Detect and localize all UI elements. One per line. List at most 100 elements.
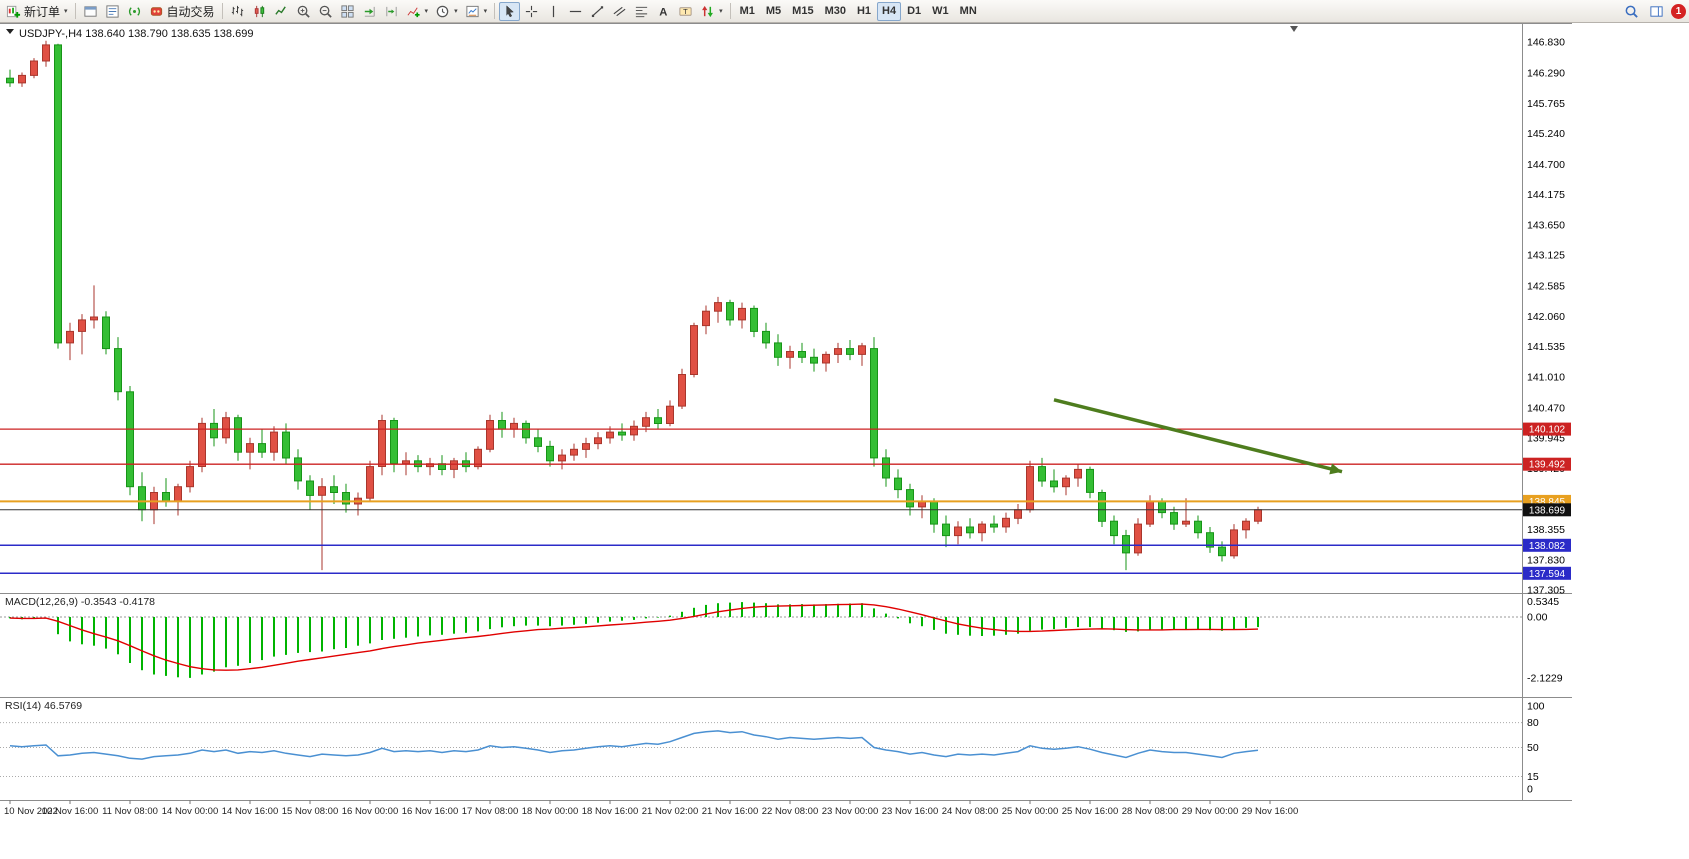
zoom-in-button[interactable] <box>293 2 314 21</box>
notification-badge[interactable]: 1 <box>1671 3 1686 19</box>
svg-text:145.240: 145.240 <box>1527 128 1565 140</box>
timeframe-m15[interactable]: M15 <box>787 2 818 21</box>
svg-text:23 Nov 16:00: 23 Nov 16:00 <box>882 806 939 817</box>
tile-windows-button[interactable] <box>337 2 358 21</box>
signals-button[interactable] <box>124 2 145 21</box>
svg-text:RSI(14) 46.5769: RSI(14) 46.5769 <box>5 700 82 712</box>
svg-text:0.00: 0.00 <box>1527 612 1548 624</box>
horizontal-line-icon <box>569 10 582 12</box>
zoom-out-button[interactable] <box>315 2 336 21</box>
auto-trading-icon <box>150 6 162 16</box>
candlestick-icon <box>254 5 264 17</box>
cursor-icon <box>506 4 514 17</box>
template-icon <box>465 5 479 17</box>
chart-shift-button[interactable] <box>381 2 402 21</box>
svg-text:24 Nov 08:00: 24 Nov 08:00 <box>942 806 999 817</box>
toolbar-separator <box>221 3 223 19</box>
periods-button[interactable]: ▾ <box>432 2 461 21</box>
candlestick-chart-button[interactable] <box>249 2 270 21</box>
bar-chart-button[interactable] <box>227 2 248 21</box>
svg-text:50: 50 <box>1527 742 1539 754</box>
svg-text:137.305: 137.305 <box>1527 584 1565 596</box>
current-price-line: 138.699 <box>0 503 1571 517</box>
bar-chart-icon <box>231 5 243 16</box>
new-order-button[interactable]: 新订单 ▾ <box>3 2 71 21</box>
svg-text:18 Nov 16:00: 18 Nov 16:00 <box>582 806 639 817</box>
new-order-label: 新订单 <box>24 4 61 19</box>
svg-text:17 Nov 08:00: 17 Nov 08:00 <box>462 806 519 817</box>
trend-arrow[interactable] <box>1053 398 1343 475</box>
svg-text:21 Nov 16:00: 21 Nov 16:00 <box>702 806 759 817</box>
timeframe-m5[interactable]: M5 <box>761 2 786 21</box>
channel-tool-button[interactable] <box>609 2 630 21</box>
templates-button[interactable]: ▾ <box>462 2 491 21</box>
chart-canvas[interactable]: 146.830 146.290 145.765 145.240 144.700 144.1… <box>0 23 1689 859</box>
svg-text:138.699: 138.699 <box>1529 505 1566 516</box>
indicators-button[interactable]: ▾ <box>403 2 432 21</box>
charts-window-button[interactable] <box>80 2 101 21</box>
timeframe-m1[interactable]: M1 <box>735 2 760 21</box>
fibonacci-tool-button[interactable] <box>631 2 652 21</box>
text-tool-button[interactable]: A <box>653 2 674 21</box>
chevron-down-icon: ▾ <box>454 8 458 15</box>
channel-icon <box>613 6 626 16</box>
toolbar-separator <box>494 3 496 19</box>
svg-text:T: T <box>683 7 688 16</box>
crosshair-icon <box>525 5 538 17</box>
vertical-line-tool-button[interactable] <box>543 2 564 21</box>
timeframe-mn[interactable]: MN <box>955 2 982 21</box>
market-watch-icon <box>105 4 119 18</box>
chart-shift-icon <box>385 6 397 16</box>
svg-text:143.125: 143.125 <box>1527 250 1565 262</box>
search-button[interactable] <box>1621 2 1642 21</box>
chevron-down-icon: ▾ <box>424 8 429 15</box>
timeframe-m30[interactable]: M30 <box>820 2 851 21</box>
community-button[interactable] <box>1646 2 1667 21</box>
toolbar-separator <box>74 3 76 19</box>
svg-text:141.535: 141.535 <box>1527 341 1565 353</box>
label-icon: T <box>679 7 692 16</box>
text-icon: A <box>659 6 667 18</box>
arrows-icon <box>702 5 714 17</box>
svg-text:25 Nov 16:00: 25 Nov 16:00 <box>1062 806 1119 817</box>
svg-text:15 Nov 08:00: 15 Nov 08:00 <box>282 806 339 817</box>
line-chart-button[interactable] <box>271 2 292 21</box>
svg-text:-2.1229: -2.1229 <box>1527 672 1563 684</box>
market-watch-button[interactable] <box>102 2 123 21</box>
timeframe-w1[interactable]: W1 <box>927 2 954 21</box>
fibonacci-icon <box>635 6 648 17</box>
svg-text:144.700: 144.700 <box>1527 159 1565 171</box>
horizontal-line-tool-button[interactable] <box>565 2 586 21</box>
svg-text:22 Nov 08:00: 22 Nov 08:00 <box>762 806 819 817</box>
auto-scroll-icon <box>364 6 375 17</box>
chart-shift-marker[interactable] <box>1290 26 1298 32</box>
chevron-down-icon: ▾ <box>719 8 723 15</box>
svg-text:14 Nov 16:00: 14 Nov 16:00 <box>222 806 279 817</box>
svg-text:100: 100 <box>1527 701 1545 713</box>
crosshair-tool-button[interactable] <box>521 2 542 21</box>
trendline-tool-button[interactable] <box>587 2 608 21</box>
svg-text:MACD(12,26,9) -0.3543 -0.4178: MACD(12,26,9) -0.3543 -0.4178 <box>5 596 155 608</box>
svg-text:146.290: 146.290 <box>1527 68 1565 80</box>
label-tool-button[interactable]: T <box>675 2 696 21</box>
arrows-tool-button[interactable]: ▾ <box>697 2 726 21</box>
svg-text:29 Nov 00:00: 29 Nov 00:00 <box>1182 806 1239 817</box>
timeframe-d1[interactable]: D1 <box>902 2 926 21</box>
svg-text:28 Nov 08:00: 28 Nov 08:00 <box>1122 806 1179 817</box>
auto-trading-label: 自动交易 <box>166 4 215 19</box>
price-levels[interactable]: 140.102 139.492 138.845 138.082 137.594 <box>0 422 1571 580</box>
timeframe-h1[interactable]: H1 <box>852 2 876 21</box>
auto-trading-button[interactable]: 自动交易 <box>146 2 218 21</box>
auto-scroll-button[interactable] <box>359 2 380 21</box>
svg-text:23 Nov 00:00: 23 Nov 00:00 <box>822 806 879 817</box>
svg-text:11 Nov 08:00: 11 Nov 08:00 <box>102 806 158 817</box>
vertical-line-icon <box>552 5 555 17</box>
svg-text:141.010: 141.010 <box>1527 371 1565 383</box>
svg-text:145.765: 145.765 <box>1527 98 1565 110</box>
timeframe-h4[interactable]: H4 <box>877 1 902 21</box>
candles-layer <box>6 40 1262 571</box>
cursor-tool-button[interactable] <box>499 1 521 21</box>
svg-text:142.585: 142.585 <box>1527 281 1565 293</box>
